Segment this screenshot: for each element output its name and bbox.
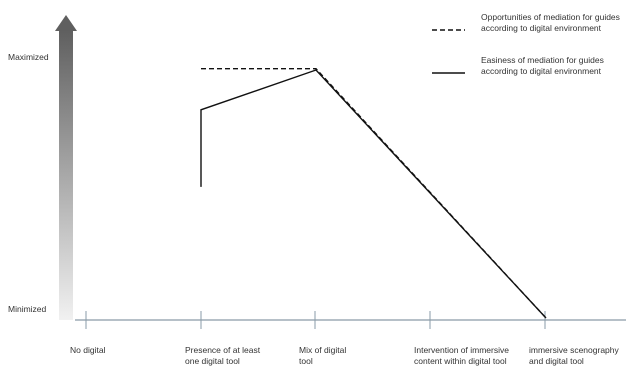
legend-label: Opportunities of mediation for guides acc… bbox=[481, 12, 620, 33]
y-axis-labels: Minimized Maximized bbox=[8, 52, 49, 314]
x-tick-label: Mix of digital tool bbox=[299, 345, 346, 366]
series-layer bbox=[200, 67, 547, 319]
x-tick-label: No digital bbox=[70, 345, 106, 355]
legend: Opportunities of mediation for guides acc… bbox=[432, 12, 620, 76]
y-label-min: Minimized bbox=[8, 304, 47, 314]
series-line-easiness bbox=[200, 69, 547, 319]
y-axis-arrow bbox=[55, 15, 77, 320]
legend-label: Easiness of mediation for guides accordin… bbox=[481, 55, 604, 76]
y-axis-arrow-shaft bbox=[59, 30, 73, 320]
y-axis-arrow-head bbox=[55, 15, 77, 31]
x-tick-label: immersive scenography and digital tool bbox=[529, 345, 620, 366]
series-line-opportunities bbox=[201, 67, 547, 319]
x-tick-label: Presence of at least one digital tool bbox=[185, 345, 261, 366]
x-tick-label: Intervention of immersive content within … bbox=[414, 345, 509, 366]
y-label-max: Maximized bbox=[8, 52, 49, 62]
x-tick-labels: No digital Presence of at least one digita… bbox=[70, 345, 620, 366]
x-ticks bbox=[85, 311, 546, 329]
